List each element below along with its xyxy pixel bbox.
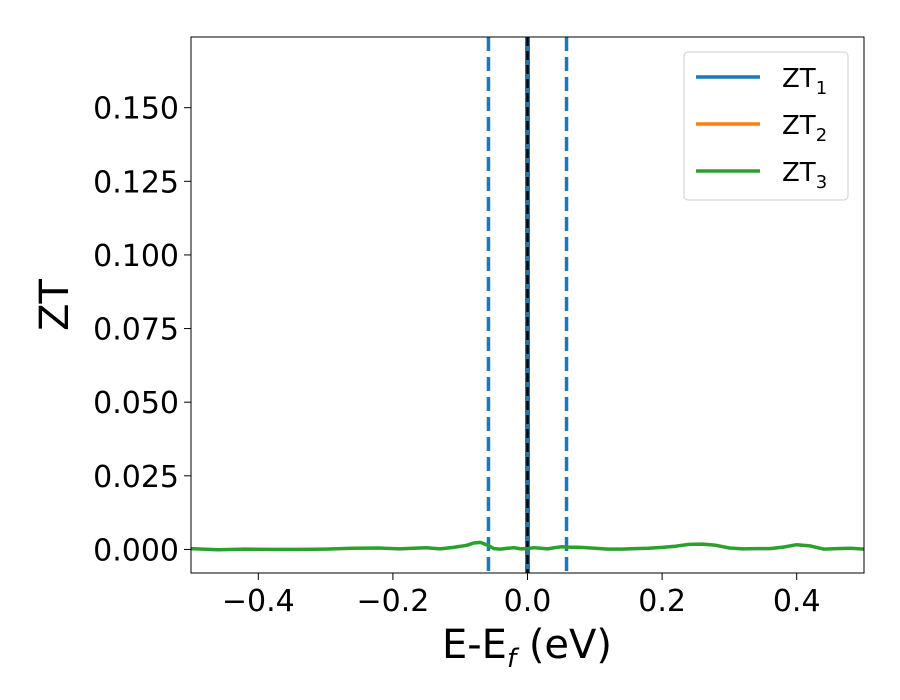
legend-label-zt1: ZT1 [782, 64, 827, 99]
y-tick-label: 0.100 [93, 239, 179, 274]
y-tick-label: 0.075 [93, 313, 179, 348]
y-axis-title: ZT [32, 279, 78, 331]
x-axis-title: E-Ef (eV) [442, 622, 612, 674]
y-tick-label: 0.050 [93, 386, 179, 421]
y-ticks: 0.000 0.025 0.050 0.075 0.100 0.125 0.150 [93, 92, 191, 568]
x-tick-label: −0.4 [222, 584, 295, 619]
legend-box [683, 51, 849, 201]
x-tick-label: 0.0 [504, 584, 552, 619]
legend-label-zt2: ZT2 [782, 111, 827, 146]
x-tick-label: 0.4 [773, 584, 821, 619]
y-tick-label: 0.000 [93, 533, 179, 568]
y-tick-label: 0.025 [93, 460, 179, 495]
x-axis-title-unit: (eV) [516, 622, 612, 668]
legend: ZT1 ZT2 ZT3 [683, 51, 849, 201]
x-ticks: −0.4 −0.2 0.0 0.2 0.4 [222, 573, 821, 619]
x-axis-title-main: E-E [442, 622, 507, 668]
y-tick-label: 0.125 [93, 165, 179, 200]
x-tick-label: 0.2 [638, 584, 686, 619]
series-lines [191, 540, 864, 552]
legend-label-zt3: ZT3 [782, 158, 827, 193]
x-tick-label: −0.2 [356, 584, 429, 619]
vertical-lines [486, 37, 569, 573]
y-tick-label: 0.150 [93, 92, 179, 127]
series-line-zt3 [191, 540, 864, 552]
